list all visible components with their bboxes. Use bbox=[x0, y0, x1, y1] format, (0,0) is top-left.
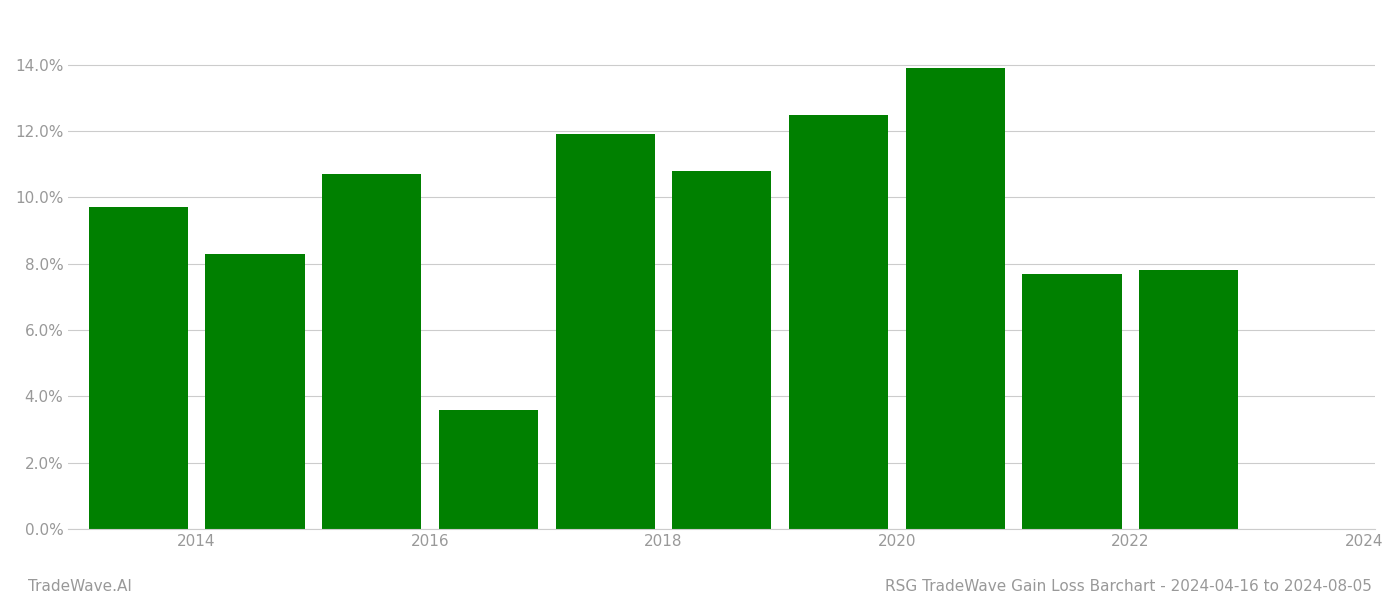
Bar bbox=[1140, 271, 1238, 529]
Bar bbox=[206, 254, 305, 529]
Bar bbox=[88, 208, 188, 529]
Bar bbox=[438, 410, 538, 529]
Bar bbox=[1022, 274, 1121, 529]
Text: TradeWave.AI: TradeWave.AI bbox=[28, 579, 132, 594]
Bar bbox=[790, 115, 888, 529]
Text: RSG TradeWave Gain Loss Barchart - 2024-04-16 to 2024-08-05: RSG TradeWave Gain Loss Barchart - 2024-… bbox=[885, 579, 1372, 594]
Bar bbox=[906, 68, 1005, 529]
Bar bbox=[672, 171, 771, 529]
Bar bbox=[322, 174, 421, 529]
Bar bbox=[556, 134, 655, 529]
